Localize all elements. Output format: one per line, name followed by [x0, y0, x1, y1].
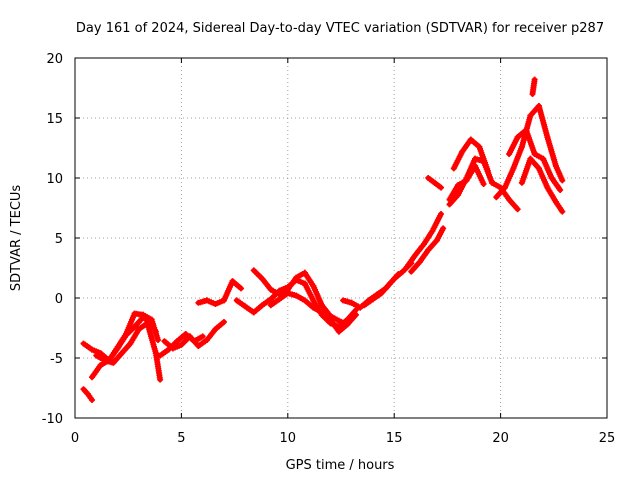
y-tick-label: 10	[46, 172, 63, 187]
data-series	[80, 76, 566, 403]
grid-lines	[75, 58, 607, 418]
x-tick-label: 0	[71, 431, 79, 446]
series-0	[80, 386, 96, 403]
data-point	[344, 321, 351, 328]
data-point	[484, 167, 491, 174]
x-axis-label: GPS time / hours	[286, 458, 395, 473]
series-2	[89, 310, 161, 381]
data-point	[89, 397, 96, 403]
x-tick-label: 25	[599, 431, 616, 446]
data-point	[157, 376, 164, 383]
data-point	[514, 206, 521, 213]
y-tick-label: -5	[50, 352, 63, 367]
data-point	[438, 211, 445, 217]
series-14	[425, 175, 445, 191]
data-point	[352, 311, 359, 318]
data-point	[438, 184, 445, 191]
data-point	[395, 271, 402, 277]
data-point	[220, 319, 227, 325]
x-tick-label: 5	[177, 431, 185, 446]
data-point	[557, 187, 564, 193]
data-point	[154, 337, 161, 343]
y-axis-label: SDTVAR / TECUs	[9, 185, 24, 292]
y-tick-label: -10	[42, 412, 63, 427]
data-point	[440, 225, 447, 232]
series-18	[493, 103, 566, 201]
series-16	[450, 136, 491, 174]
x-tick-label: 20	[492, 431, 509, 446]
y-tick-label: 15	[46, 112, 63, 127]
x-tick-label: 10	[280, 431, 297, 446]
series-12	[403, 211, 445, 270]
data-point	[480, 181, 487, 187]
series-11	[361, 271, 402, 309]
series-19	[506, 127, 564, 193]
series-5	[157, 331, 206, 359]
axis-ticks: 0 5 10 15 20 25 -10 -5 0 5 10 15 20	[42, 52, 616, 446]
chart-title: Day 161 of 2024, Sidereal Day-to-day VTE…	[76, 21, 604, 36]
series-20	[518, 155, 566, 215]
series-13	[408, 225, 447, 275]
data-point	[531, 76, 538, 83]
series-9	[267, 290, 351, 335]
data-point	[559, 208, 566, 215]
series-17	[446, 163, 487, 203]
y-tick-label: 0	[55, 292, 63, 307]
x-tick-label: 15	[386, 431, 403, 446]
series-6	[195, 278, 244, 307]
data-point	[559, 177, 566, 184]
series-trace	[340, 260, 414, 311]
y-tick-label: 5	[55, 232, 63, 247]
series-21	[529, 76, 538, 97]
data-point	[237, 285, 244, 292]
series-10	[340, 260, 415, 311]
data-point	[199, 333, 206, 340]
series-3	[93, 320, 164, 383]
y-tick-label: 20	[46, 52, 63, 67]
